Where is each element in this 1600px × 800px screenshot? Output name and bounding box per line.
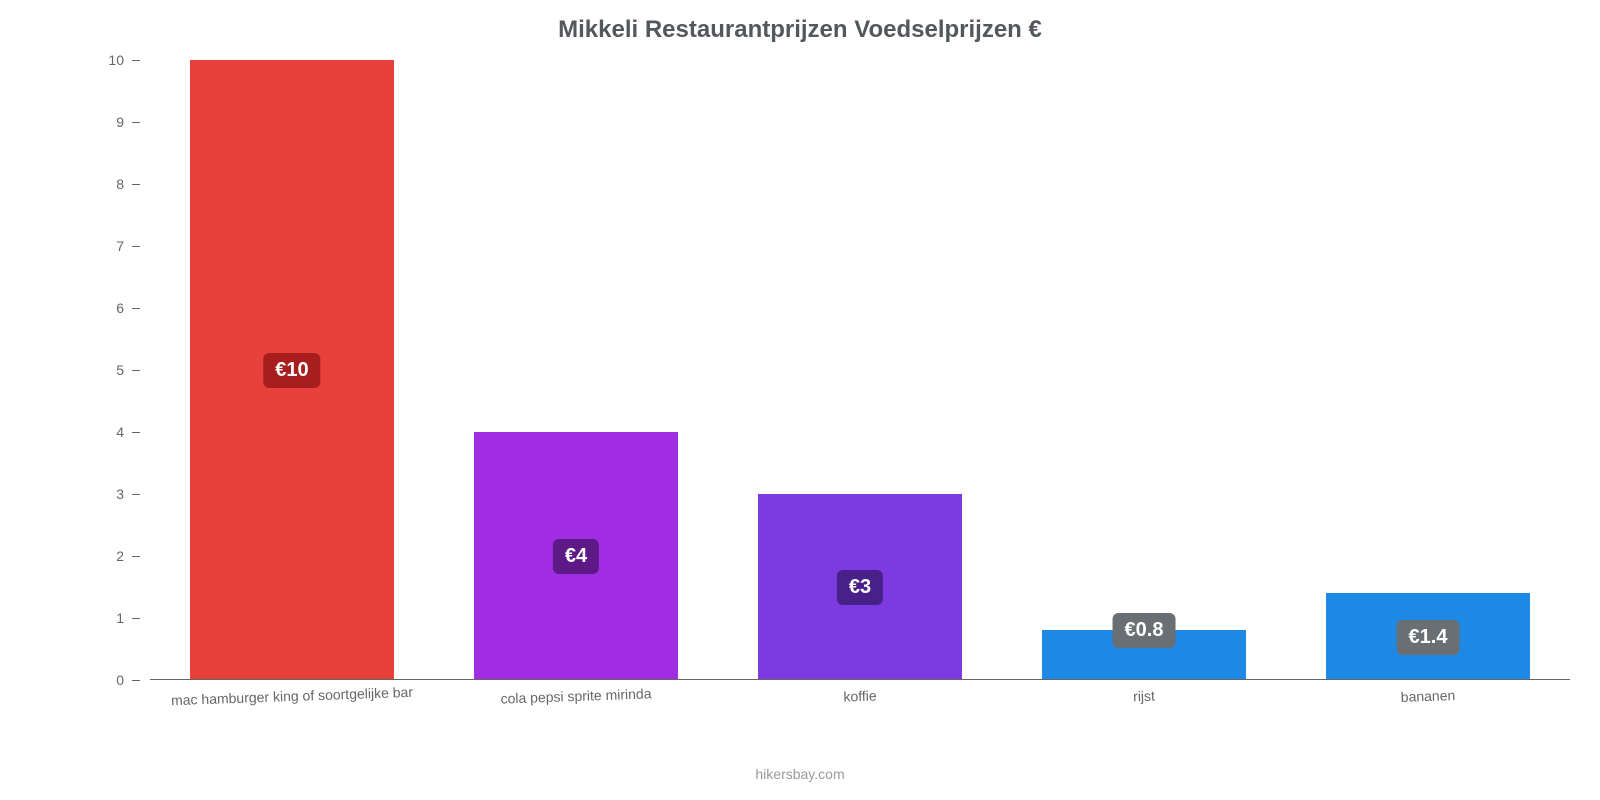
y-tick-mark — [132, 556, 140, 557]
bar-value-badge: €10 — [263, 353, 320, 388]
bar-slot: €1.4 — [1326, 60, 1530, 680]
x-axis-baseline — [150, 679, 1570, 680]
y-tick-label: 7 — [102, 238, 132, 254]
y-tick-mark — [132, 308, 140, 309]
bar-value-badge: €1.4 — [1397, 620, 1460, 655]
y-tick-mark — [132, 122, 140, 123]
bar-value-badge: €0.8 — [1113, 613, 1176, 648]
y-tick-label: 8 — [102, 176, 132, 192]
y-tick: 5 — [102, 362, 140, 378]
y-tick: 4 — [102, 424, 140, 440]
y-tick-mark — [132, 184, 140, 185]
bar-value-badge: €4 — [553, 539, 599, 574]
y-tick-label: 0 — [102, 672, 132, 688]
bar-slot: €0.8 — [1042, 60, 1246, 680]
chart-title: Mikkeli Restaurantprijzen Voedselprijzen… — [0, 0, 1600, 44]
x-axis-label: koffie — [843, 687, 877, 704]
y-tick: 0 — [102, 672, 140, 688]
y-tick-label: 5 — [102, 362, 132, 378]
bar-slot: €10 — [190, 60, 394, 680]
y-tick: 7 — [102, 238, 140, 254]
y-tick: 6 — [102, 300, 140, 316]
y-tick-mark — [132, 370, 140, 371]
y-tick-label: 6 — [102, 300, 132, 316]
bar-slot: €4 — [474, 60, 678, 680]
y-tick-label: 2 — [102, 548, 132, 564]
y-tick: 8 — [102, 176, 140, 192]
y-tick-mark — [132, 680, 140, 681]
y-tick-mark — [132, 494, 140, 495]
x-axis-label: bananen — [1400, 687, 1455, 705]
y-tick: 2 — [102, 548, 140, 564]
chart-footer: hikersbay.com — [0, 766, 1600, 782]
y-tick: 1 — [102, 610, 140, 626]
y-tick-label: 1 — [102, 610, 132, 626]
y-tick-mark — [132, 618, 140, 619]
x-axis-label: rijst — [1133, 688, 1155, 705]
y-tick: 9 — [102, 114, 140, 130]
plot-area: 012345678910 €10€4€3€0.8€1.4 mac hamburg… — [150, 60, 1570, 680]
bar-slot: €3 — [758, 60, 962, 680]
y-tick-label: 3 — [102, 486, 132, 502]
y-tick-label: 9 — [102, 114, 132, 130]
y-tick-label: 10 — [102, 52, 132, 68]
y-tick: 3 — [102, 486, 140, 502]
y-tick-mark — [132, 432, 140, 433]
x-axis-label: mac hamburger king of soortgelijke bar — [171, 684, 413, 708]
y-tick-mark — [132, 60, 140, 61]
bars-container: €10 €4 €3 €0.8 €1.4 — [150, 60, 1570, 680]
x-axis-label: cola pepsi sprite mirinda — [500, 685, 651, 706]
y-tick: 10 — [102, 52, 140, 68]
y-tick-mark — [132, 246, 140, 247]
y-tick-label: 4 — [102, 424, 132, 440]
bar-value-badge: €3 — [837, 570, 883, 605]
